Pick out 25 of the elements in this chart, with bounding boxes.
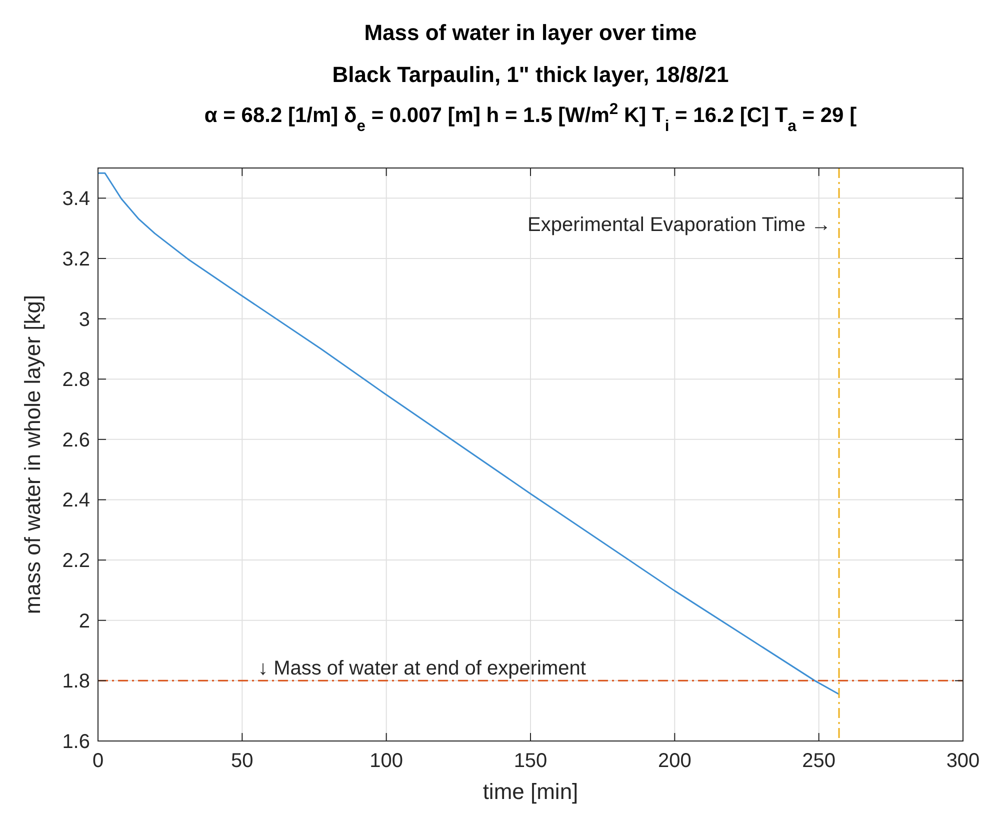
ref-line-label: Experimental Evaporation Time → — [528, 214, 832, 236]
y-tick-label: 3.4 — [62, 188, 90, 210]
x-tick-label: 300 — [946, 750, 980, 772]
x-tick-label: 50 — [231, 750, 254, 772]
ref-line-label: ↓ Mass of water at end of experiment — [258, 658, 586, 680]
chart-title: Mass of water in layer over time — [364, 20, 697, 45]
line-series — [97, 172, 840, 696]
y-tick-label: 3.2 — [62, 248, 90, 270]
y-tick-label: 2.6 — [62, 429, 90, 452]
y-tick-label: 2.2 — [62, 550, 90, 572]
x-tick-label: 100 — [370, 750, 404, 772]
y-tick-label: 3 — [78, 308, 90, 331]
text: Black Tarpaulin, 1" thick layer, 18/8/21 — [332, 62, 729, 87]
x-tick-label: 150 — [514, 750, 548, 772]
x-tick-label: 200 — [658, 750, 692, 772]
y-tick-label: 1.8 — [62, 670, 90, 693]
y-tick-label: 1.6 — [62, 731, 90, 753]
x-axis-title: time [min] — [482, 779, 578, 804]
y-axis-title: mass of water in whole layer [kg] — [20, 294, 45, 614]
y-tick-label: 2.4 — [62, 490, 90, 512]
y-tick-label: 2 — [78, 610, 90, 632]
y-tick-label: 2.8 — [62, 369, 90, 392]
text: α = 68.2 [1/m] δ$_{e}$ = 0.007 [m] h = 1.5 [W/m$^{2}$ K] T$_{i}$ = 16.2 [C] T$_{a}$ = 29 [ — [204, 100, 857, 134]
x-tick-label: 250 — [802, 750, 836, 772]
x-tick-label: 0 — [92, 750, 104, 772]
